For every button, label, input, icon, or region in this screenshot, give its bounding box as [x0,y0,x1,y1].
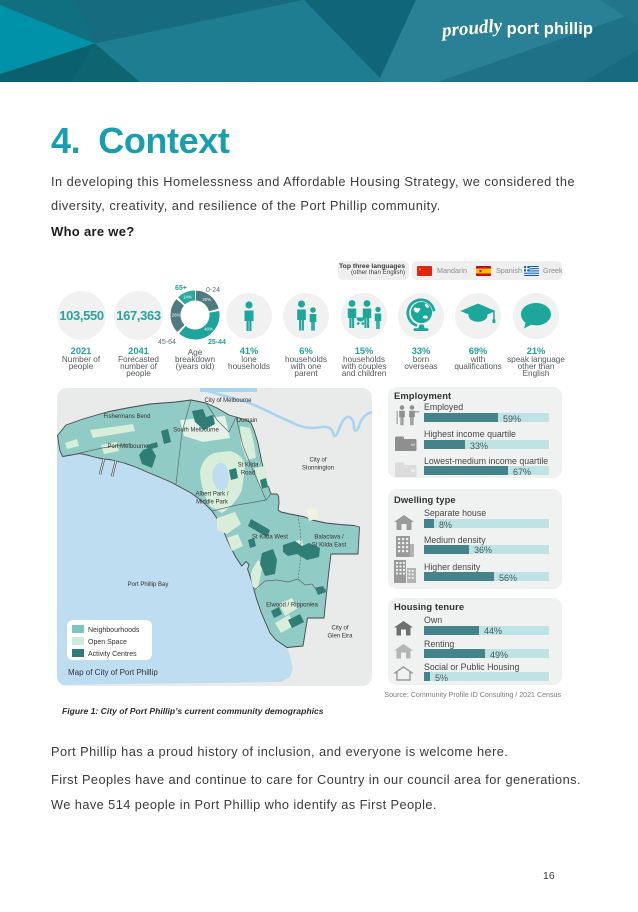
svg-text:Balaclava /: Balaclava / [314,535,344,541]
svg-text:26%: 26% [172,313,181,318]
svg-text:Neighbourhoods: Neighbourhoods [88,627,140,634]
svg-text:City of: City of [309,458,326,464]
svg-text:Road: Road [241,471,255,477]
svg-text:Port Melbourne: Port Melbourne [107,444,149,450]
svg-text:Fishermans Bend: Fishermans Bend [103,414,150,420]
svg-text:St Kilda West: St Kilda West [252,535,288,541]
svg-text:Domain: Domain [237,418,258,424]
svg-text:Albert Park /: Albert Park / [195,492,228,498]
svg-text:Activity Centres: Activity Centres [88,651,137,658]
svg-text:South Melbourne: South Melbourne [173,428,219,434]
svg-text:St Kilda: St Kilda [238,463,259,469]
svg-text:20%: 20% [202,297,211,302]
svg-text:Map of City of Port Phillip: Map of City of Port Phillip [68,668,158,677]
svg-text:40%: 40% [204,327,213,332]
svg-text:City of: City of [331,626,348,632]
svg-text:Stonnington: Stonnington [302,466,334,472]
svg-text:Open Space: Open Space [88,639,127,646]
svg-text:St Kilda East: St Kilda East [312,543,347,549]
svg-text:Port Phillip Bay: Port Phillip Bay [128,582,169,588]
svg-text:14%: 14% [183,295,192,300]
svg-text:Glen Eira: Glen Eira [327,634,353,640]
svg-text:Elwood / Ripponlea: Elwood / Ripponlea [266,603,318,609]
svg-text:City of Melbourne: City of Melbourne [204,398,252,404]
svg-text:Middle Park: Middle Park [196,500,229,506]
